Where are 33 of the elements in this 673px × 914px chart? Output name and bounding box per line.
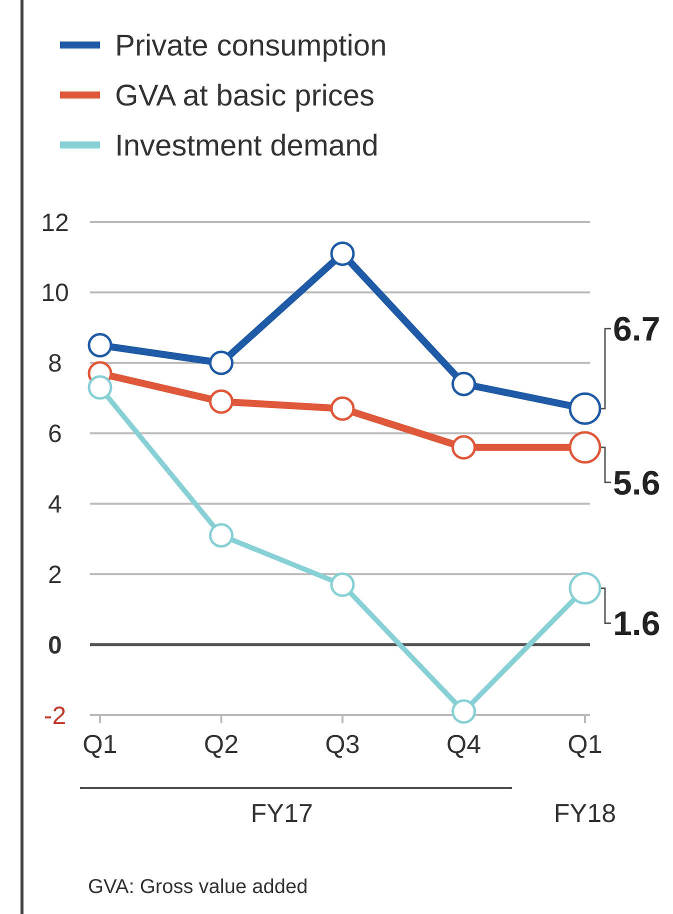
y-tick-label: 6 (48, 420, 62, 448)
text: FY17 (250, 798, 313, 828)
data-label: 6.7 (613, 310, 660, 349)
x-tick-label: Q4 (446, 729, 482, 759)
y-tick-label: 10 (41, 279, 69, 308)
point (452, 435, 476, 460)
data-label: 5.6 (613, 464, 660, 502)
point (452, 699, 476, 724)
point (88, 333, 112, 358)
y-tick-label: 12 (41, 208, 69, 237)
point (209, 523, 234, 548)
point (209, 389, 234, 414)
y-tick-label: 8 (48, 350, 62, 378)
legend-label: GVA at basic prices (115, 80, 375, 112)
legend-label: Private consumption (115, 30, 387, 62)
x-tick-label: Q1 (82, 729, 118, 759)
point (330, 572, 355, 597)
y-tick-label: 0 (48, 631, 62, 660)
x-tick-label: Q3 (325, 729, 360, 759)
point (88, 375, 112, 400)
text: FY18 (554, 798, 616, 828)
point (452, 372, 476, 396)
point (330, 396, 355, 421)
y-tick-label: 4 (48, 490, 62, 518)
point (330, 241, 355, 266)
x-tick-label: Q2 (204, 729, 239, 759)
point (209, 350, 234, 376)
legend-label: Investment demand (115, 130, 378, 162)
y-tick-label: 2 (48, 560, 62, 589)
data-label: 1.6 (613, 605, 660, 644)
y-tick-label: -2 (44, 702, 66, 730)
text: GVA: Gross value added (88, 876, 308, 898)
x-tick-label: Q1 (568, 729, 602, 759)
